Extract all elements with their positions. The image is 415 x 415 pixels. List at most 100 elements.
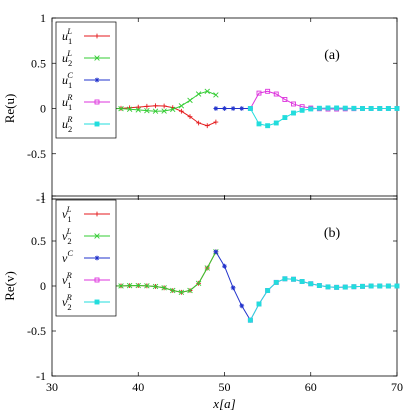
panel-b-legend-marker — [94, 211, 100, 217]
panel-a-data-point — [195, 91, 202, 97]
panel-a-data-point — [291, 110, 296, 116]
panel-b-legend-marker — [94, 255, 100, 261]
panel-a-series-line — [249, 90, 397, 110]
panel-a-data-point — [239, 106, 245, 111]
panel-b-legend-label: v2L — [62, 226, 72, 246]
panel-a-data-point — [360, 106, 365, 111]
panel-b-data-point — [230, 285, 236, 291]
panel-b-series-3 — [247, 276, 400, 323]
panel-b-series-1 — [109, 249, 219, 296]
panel-b-legend-label: vC — [62, 248, 73, 265]
panel-b-ytick-label: 0 — [40, 279, 46, 293]
panel-b-data-point — [247, 317, 253, 323]
panel-b-legend-label: v2R — [62, 292, 73, 312]
panel-a-data-point — [152, 108, 159, 114]
panel-b-data-point — [299, 279, 305, 284]
panel-b-xlabel: x[a] — [212, 396, 235, 411]
panel-b-xtick-label: 70 — [391, 380, 403, 394]
panel-b-ylabel: Re(v) — [2, 271, 17, 301]
panel-a-legend-marker — [94, 121, 100, 127]
panel-b-tag: (b) — [324, 226, 341, 241]
panel-b-data-point — [187, 287, 193, 294]
panel-b-ytick-label: -1 — [36, 369, 46, 383]
panel-b-data-point — [161, 285, 167, 291]
panel-b-data-point — [334, 284, 340, 290]
panel-b-series-line — [249, 278, 397, 321]
panel-a-data-point — [334, 105, 340, 111]
panel-a-tag: (a) — [324, 48, 340, 63]
panel-a-data-point — [265, 123, 271, 129]
panel-a-data-point — [394, 106, 400, 111]
panel-a-data-point — [161, 103, 167, 109]
panel-b-legend-label: v1L — [62, 204, 72, 224]
panel-b-data-point — [265, 288, 271, 293]
panel-a-data-point — [256, 121, 262, 127]
panel-b-data-point — [325, 284, 331, 290]
panel-a-data-point — [213, 119, 219, 125]
panel-a-data-point — [204, 123, 210, 129]
panel-a-data-point — [291, 101, 296, 107]
panel-a-data-point — [273, 91, 279, 97]
panel-b-xtick-label: 50 — [219, 380, 231, 394]
panel-a-data-point — [377, 106, 383, 111]
panel-b-legend-marker — [94, 299, 100, 305]
panel-a-ytick-label: 0 — [40, 102, 46, 116]
panel-a-data-point — [222, 106, 227, 111]
panel-b-series-2 — [213, 249, 253, 323]
panel-a-legend-label: u2R — [62, 114, 73, 134]
panel-a-series-0 — [109, 103, 219, 129]
panel-a-data-point — [144, 107, 150, 114]
panel-a-data-point — [135, 104, 141, 110]
panel-a-data-point — [196, 120, 202, 126]
panel-b-data-point — [152, 283, 159, 290]
panel-b-data-point — [195, 280, 202, 287]
panel-b-legend-marker — [94, 233, 100, 239]
panel-a-legend-marker — [94, 55, 100, 61]
panel-a-series-2 — [213, 106, 253, 111]
panel-a-series-line — [249, 107, 397, 127]
panel-a-data-point — [316, 105, 322, 111]
panel-a-data-point — [265, 88, 271, 94]
panel-b-data-point — [144, 283, 150, 289]
panel-a-ytick-label: 0.5 — [31, 56, 46, 70]
panel-a-legend-label: u2L — [62, 48, 72, 68]
panel-a-data-point — [161, 108, 167, 114]
panel-a-ytick-label: 1 — [40, 11, 46, 25]
panel-a-data-point — [282, 96, 288, 102]
panel-b: 10.50-0.5-130 40 50 60 70Re(v)x[a](b)v1Lv2Lv… — [2, 189, 403, 411]
panel-a-data-point — [170, 106, 176, 113]
panel-b-data-point — [126, 282, 133, 289]
panel-a-data-point — [299, 107, 305, 113]
panel-b-data-point — [308, 281, 314, 287]
panel-a-data-point — [135, 107, 141, 113]
panel-a-legend-label: u1C — [62, 70, 73, 90]
panel-b-data-point — [135, 282, 141, 289]
panel-b-data-point — [394, 283, 400, 289]
panel-b-data-point — [170, 287, 176, 294]
panel-a-data-point — [178, 108, 184, 114]
panel-b-data-point — [385, 283, 391, 289]
panel-a-legend-label: u1R — [62, 92, 73, 112]
panel-a-legend-marker — [94, 33, 100, 39]
panel-b-data-point — [368, 283, 374, 289]
panel-a-data-point — [213, 106, 219, 111]
panel-b-data-point — [118, 283, 124, 289]
panel-a-ytick-label: -1 — [36, 192, 46, 206]
panel-b-legend-marker — [94, 277, 100, 283]
panel-b-ytick-label: -0.5 — [27, 324, 46, 338]
panel-b-ytick-label: 0.5 — [31, 234, 46, 248]
panel-b-data-point — [316, 283, 322, 288]
panel-b-data-point — [291, 276, 296, 282]
panel-b-data-point — [351, 284, 357, 290]
panel-b-series-4 — [247, 276, 400, 323]
panel-a-data-point — [273, 120, 279, 126]
panel-b-data-point — [273, 279, 279, 285]
panel-a-ylabel: Re(u) — [2, 94, 17, 124]
panel-a-data-point — [187, 97, 193, 104]
panel-a-data-point — [153, 103, 158, 109]
panel-b-xtick-label: 60 — [305, 380, 317, 394]
panel-a-data-point — [118, 105, 124, 112]
panel-a-ytick-label: -0.5 — [27, 147, 46, 161]
panel-a-data-point — [144, 103, 150, 109]
